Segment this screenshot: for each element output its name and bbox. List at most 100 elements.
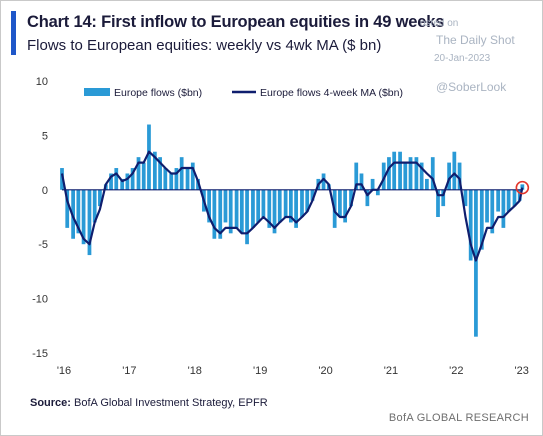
x-tick-label: '23	[515, 365, 529, 377]
flow-bar	[141, 162, 146, 190]
flow-bar	[501, 189, 506, 228]
flow-bar	[343, 189, 348, 223]
watermark-site: The Daily Shot	[436, 33, 515, 47]
flow-bar	[403, 162, 408, 190]
flow-bar	[218, 189, 223, 239]
flow-bar	[419, 162, 424, 190]
flow-bar	[76, 189, 81, 234]
flow-bar	[338, 189, 342, 217]
flow-bar	[520, 184, 525, 190]
flow-bar	[114, 168, 119, 190]
flow-bar	[490, 189, 495, 234]
flow-bar	[245, 189, 249, 245]
flow-bar	[223, 189, 228, 223]
flow-bar	[408, 157, 413, 190]
flow-bar	[370, 178, 375, 190]
x-tick-label: '17	[122, 365, 136, 377]
flow-bar	[506, 189, 511, 212]
flow-bar	[414, 157, 419, 190]
flow-bar	[256, 189, 261, 223]
flow-bar	[267, 189, 272, 228]
flow-bar	[207, 189, 212, 223]
flow-bar	[430, 157, 435, 190]
flow-bar	[288, 189, 293, 223]
flow-bar	[261, 189, 266, 217]
flow-bar	[349, 189, 353, 207]
flow-bar	[283, 189, 288, 217]
legend-label-line: Europe flows 4-week MA ($bn)	[260, 87, 403, 99]
flow-bar	[158, 157, 162, 190]
flow-bar	[474, 189, 478, 337]
watermark-posted: osted on	[420, 18, 459, 29]
flow-bar	[228, 189, 233, 234]
flow-bar	[425, 178, 429, 190]
brand-label: BofA GLOBAL RESEARCH	[388, 412, 529, 424]
x-tick-label: '21	[384, 365, 398, 377]
y-tick-label: -10	[32, 294, 48, 306]
flow-bar	[120, 178, 125, 190]
legend-label-bars: Europe flows ($bn)	[114, 87, 202, 99]
flow-bar	[485, 189, 489, 223]
flow-bar	[457, 162, 462, 190]
x-tick-label: '18	[188, 365, 202, 377]
watermark-date: 20-Jan-2023	[434, 53, 491, 64]
x-tick-label: '20	[318, 365, 332, 377]
flow-bar	[436, 189, 440, 217]
y-tick-label: 5	[42, 130, 48, 142]
flow-bar	[87, 189, 92, 256]
flow-bar	[152, 151, 157, 190]
flow-bar	[163, 168, 168, 190]
flow-bar	[310, 189, 315, 201]
watermark-handle: @SoberLook	[436, 80, 507, 94]
x-tick-label: '19	[253, 365, 267, 377]
flow-bar	[512, 189, 517, 207]
flow-bar	[190, 162, 195, 190]
flow-bar	[212, 189, 217, 239]
y-tick-label: 10	[36, 76, 48, 88]
flow-bar	[305, 189, 310, 212]
flow-bar	[272, 189, 277, 234]
flow-bar	[65, 189, 70, 228]
flow-bar	[375, 189, 380, 196]
flow-bar	[452, 151, 457, 190]
flow-bar	[130, 168, 135, 190]
highlight-circle	[515, 180, 530, 195]
flow-bar	[239, 189, 244, 234]
chart-subtitle: Flows to European equities: weekly vs 4w…	[27, 37, 382, 54]
flow-bar	[294, 189, 298, 228]
flow-bar	[441, 189, 446, 207]
y-tick-label: -5	[38, 239, 48, 251]
flow-bar	[277, 189, 282, 223]
y-tick-label: -15	[32, 348, 48, 360]
flow-bar	[147, 124, 151, 190]
source-label: Source:	[30, 397, 71, 409]
flow-bar	[365, 189, 370, 207]
ma-line	[60, 150, 524, 262]
flow-bar	[136, 157, 141, 190]
flow-bar	[359, 173, 364, 190]
flow-bar	[92, 189, 97, 223]
flow-bar	[125, 173, 130, 190]
source-text: BofA Global Investment Strategy, EPFR	[70, 397, 268, 409]
flow-bar	[354, 162, 359, 190]
flow-bar	[381, 162, 386, 190]
flow-bar	[479, 189, 484, 250]
flow-bar	[321, 173, 326, 190]
flow-bar	[98, 189, 102, 207]
flow-bar	[496, 189, 501, 212]
flow-bar	[300, 189, 304, 217]
flow-bar	[447, 162, 451, 190]
flow-bar	[398, 151, 402, 190]
flow-bar	[234, 189, 239, 228]
flow-bar	[81, 189, 86, 245]
legend-swatch-bars	[84, 88, 110, 96]
flow-bar	[185, 168, 190, 190]
flow-bar	[392, 151, 397, 190]
y-tick-label: 0	[42, 185, 48, 197]
flow-bar	[174, 168, 179, 190]
flow-bar	[468, 189, 473, 261]
flow-bar	[169, 173, 174, 190]
title-accent-bar	[11, 11, 16, 55]
flow-bar	[109, 173, 113, 190]
